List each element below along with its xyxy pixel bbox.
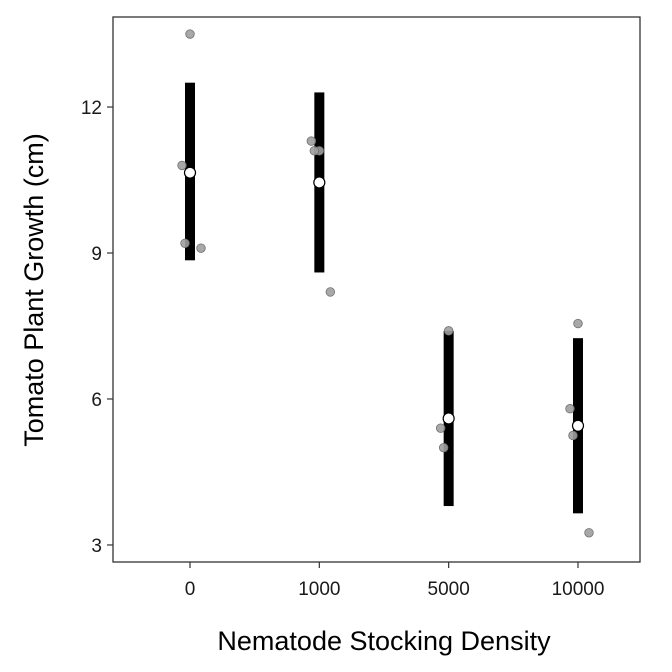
mean-point (571, 419, 585, 432)
x-tick-label: 5000 (428, 579, 470, 600)
plot-panel (112, 16, 641, 563)
y-tick-label: 9 (91, 244, 102, 265)
x-axis: 0 1000 5000 10000 (185, 562, 605, 600)
data-point (325, 287, 336, 297)
data-point (180, 238, 190, 248)
y-axis-title: Tomato Plant Growth (cm) (19, 133, 49, 447)
data-point (177, 160, 187, 171)
data-point (306, 136, 317, 146)
data-point (568, 430, 578, 441)
data-point (573, 318, 583, 329)
mean-point (183, 166, 197, 179)
chart-marks (177, 29, 594, 538)
data-point (435, 423, 446, 433)
data-point (443, 326, 454, 336)
mean-point (313, 176, 326, 189)
x-axis-title: Nematode Stocking Density (217, 626, 551, 656)
data-point (438, 442, 449, 453)
mean-point (442, 412, 455, 425)
x-tick-label: 1000 (298, 579, 340, 600)
data-point (584, 528, 594, 538)
y-axis: 3 6 9 12 (81, 98, 113, 557)
y-tick-label: 6 (91, 390, 102, 411)
y-tick-label: 3 (91, 536, 102, 557)
x-tick-label: 0 (185, 579, 196, 600)
y-tick-label: 12 (81, 98, 102, 119)
data-point (185, 29, 195, 39)
data-point (309, 146, 320, 156)
data-point (565, 404, 575, 414)
data-point (196, 243, 206, 253)
x-tick-label: 10000 (552, 579, 605, 600)
